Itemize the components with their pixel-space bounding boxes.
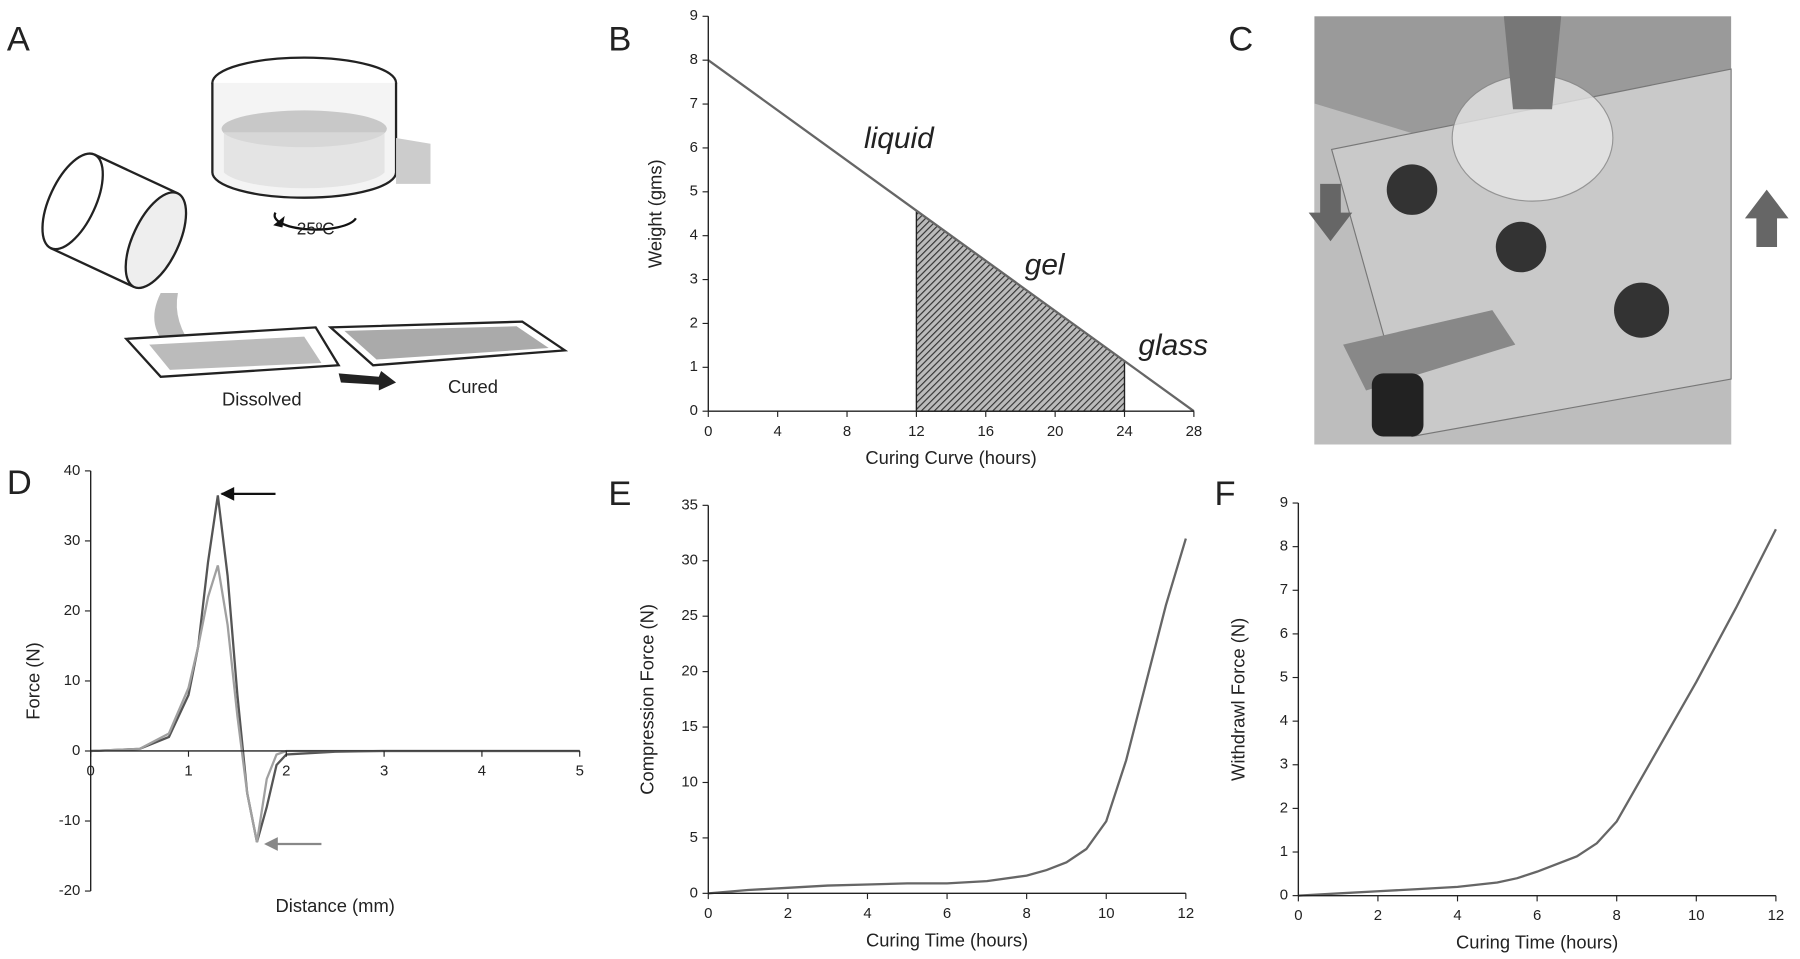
dissolved-label: Dissolved xyxy=(222,389,302,410)
x-axis-label: Distance (mm) xyxy=(276,895,395,916)
line-series xyxy=(90,495,580,843)
y-tick-label: 6 xyxy=(690,139,698,156)
y-tick-label: 30 xyxy=(681,552,698,569)
shaded-region xyxy=(915,209,1126,412)
x-tick-label: 4 xyxy=(1453,907,1461,924)
x-tick-label: 1 xyxy=(184,763,192,780)
panel-label: C xyxy=(1228,21,1253,59)
y-tick-label: 7 xyxy=(690,95,698,112)
y-tick-label: 4 xyxy=(1280,712,1288,729)
y-tick-label: 10 xyxy=(64,672,81,689)
panel-label: E xyxy=(608,475,631,513)
cured-label: Cured xyxy=(448,376,498,397)
x-tick-label: 2 xyxy=(282,763,290,780)
y-tick-label: 2 xyxy=(690,314,698,331)
y-tick-label: 20 xyxy=(681,663,698,680)
y-tick-label: 5 xyxy=(690,183,698,200)
y-tick-label: 4 xyxy=(690,227,698,244)
y-axis-label: Withdrawl Force (N) xyxy=(1228,618,1249,781)
x-tick-label: 28 xyxy=(1186,423,1203,440)
x-tick-label: 0 xyxy=(1294,907,1302,924)
arrow-head xyxy=(220,486,235,501)
y-tick-label: -20 xyxy=(59,882,81,899)
x-tick-label: 16 xyxy=(977,423,994,440)
x-tick-label: 2 xyxy=(1374,907,1382,924)
x-tick-label: 8 xyxy=(1613,907,1621,924)
y-tick-label: 0 xyxy=(690,402,698,419)
x-axis-label: Curing Time (hours) xyxy=(866,929,1028,950)
y-tick-label: 7 xyxy=(1280,581,1288,598)
line-series xyxy=(1298,528,1777,897)
x-tick-label: 4 xyxy=(478,763,486,780)
y-tick-label: 0 xyxy=(1280,887,1288,904)
y-tick-label: 9 xyxy=(690,7,698,24)
arrow-head xyxy=(264,837,278,851)
line-series xyxy=(707,59,1195,413)
x-tick-label: 20 xyxy=(1047,423,1064,440)
x-tick-label: 8 xyxy=(843,423,851,440)
y-tick-label: 9 xyxy=(1280,494,1288,511)
panel-label: A xyxy=(7,21,30,59)
x-tick-label: 12 xyxy=(1768,907,1785,924)
x-tick-label: 10 xyxy=(1098,905,1115,922)
x-axis-label: Curing Time (hours) xyxy=(1456,932,1618,953)
x-tick-label: 8 xyxy=(1023,905,1031,922)
x-tick-label: 2 xyxy=(784,905,792,922)
line-series xyxy=(90,565,580,843)
annotation: glass xyxy=(1138,329,1208,362)
y-tick-label: 5 xyxy=(1280,668,1288,685)
illustration: A 25ºC Dissolved Cured xyxy=(7,21,569,410)
line-series xyxy=(708,538,1187,895)
y-tick-label: 35 xyxy=(681,496,698,513)
panel-label: B xyxy=(608,21,631,59)
y-tick-label: 15 xyxy=(681,718,698,735)
x-tick-label: 0 xyxy=(704,905,712,922)
y-tick-label: 2 xyxy=(1280,799,1288,816)
temperature-label: 25ºC xyxy=(297,218,335,238)
x-tick-label: 12 xyxy=(1178,905,1195,922)
x-tick-label: 5 xyxy=(576,763,584,780)
y-tick-label: 40 xyxy=(64,462,81,479)
y-tick-label: 25 xyxy=(681,607,698,624)
x-tick-label: 4 xyxy=(774,423,782,440)
x-tick-label: 12 xyxy=(908,423,925,440)
panel-label: D xyxy=(7,464,32,502)
x-tick-label: 4 xyxy=(863,905,871,922)
y-tick-label: 30 xyxy=(64,532,81,549)
y-tick-label: 20 xyxy=(64,602,81,619)
x-tick-label: 10 xyxy=(1688,907,1705,924)
x-tick-label: 6 xyxy=(943,905,951,922)
x-axis-label: Curing Curve (hours) xyxy=(865,447,1036,468)
x-tick-label: 24 xyxy=(1116,423,1133,440)
y-tick-label: 3 xyxy=(690,271,698,288)
x-tick-label: 3 xyxy=(380,763,388,780)
y-tick-label: -10 xyxy=(59,812,81,829)
y-tick-label: 0 xyxy=(72,742,80,759)
annotation: gel xyxy=(1025,248,1066,281)
y-tick-label: 3 xyxy=(1280,756,1288,773)
y-tick-label: 10 xyxy=(681,773,698,790)
photo: C xyxy=(1228,16,1789,445)
x-tick-label: 0 xyxy=(87,763,95,780)
y-tick-label: 1 xyxy=(1280,843,1288,860)
y-tick-label: 1 xyxy=(690,358,698,375)
y-tick-label: 5 xyxy=(690,829,698,846)
annotation: liquid xyxy=(864,122,935,155)
y-tick-label: 8 xyxy=(1280,538,1288,555)
panel-label: F xyxy=(1215,475,1236,513)
y-axis-label: Force (N) xyxy=(22,642,43,720)
y-tick-label: 6 xyxy=(1280,625,1288,642)
y-axis-label: Weight (gms) xyxy=(644,159,665,268)
x-tick-label: 6 xyxy=(1533,907,1541,924)
y-tick-label: 0 xyxy=(690,884,698,901)
x-tick-label: 0 xyxy=(704,423,712,440)
y-axis-label: Compression Force (N) xyxy=(636,604,657,795)
y-tick-label: 8 xyxy=(690,51,698,68)
